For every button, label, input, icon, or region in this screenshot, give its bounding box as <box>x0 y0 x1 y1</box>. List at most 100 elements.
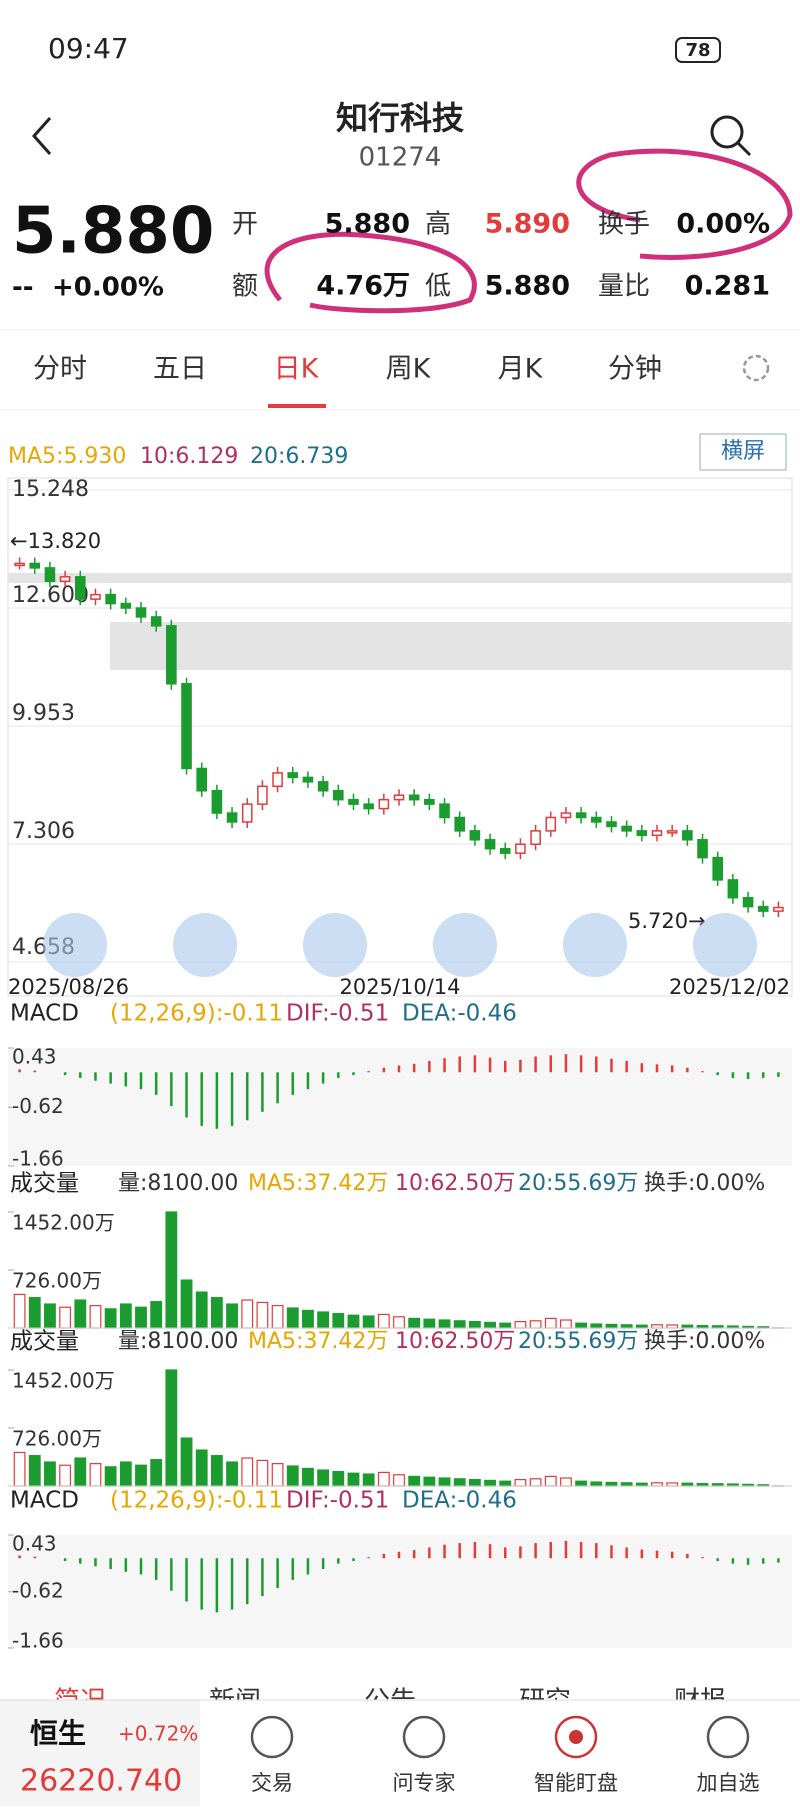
nav-button[interactable] <box>693 913 757 977</box>
volume-bar <box>500 1323 511 1328</box>
candle-body <box>410 795 419 799</box>
candle-body <box>622 826 631 830</box>
candle-body <box>45 568 54 581</box>
stock-code: 01274 <box>359 143 442 173</box>
tab[interactable]: 五日 <box>153 354 207 385</box>
candle-body <box>698 840 707 858</box>
volume-bar <box>454 1321 465 1328</box>
nav-button[interactable] <box>43 913 107 977</box>
y-tick-label: 7.306 <box>12 819 75 844</box>
volume-legend: 量:8100.00 <box>118 1329 238 1354</box>
volume-legend: 10:62.50万 <box>395 1329 515 1354</box>
tab[interactable]: 月K <box>498 354 544 385</box>
nav-button[interactable] <box>173 913 237 977</box>
volume-bar <box>75 1300 86 1328</box>
candle-body <box>30 563 39 567</box>
volume-bar <box>561 1320 572 1328</box>
volume-bar <box>485 1480 496 1486</box>
volume-bar <box>470 1480 481 1486</box>
volume-bar <box>348 1315 359 1328</box>
quote-value: 0.281 <box>685 271 770 302</box>
y-tick-label: 0.43 <box>12 1532 57 1556</box>
volume-bar <box>90 1464 101 1486</box>
quote-value: 5.880 <box>485 271 570 302</box>
quote-label: 低 <box>425 272 451 302</box>
landscape-label[interactable]: 横屏 <box>721 439 765 464</box>
y-tick-label: -0.62 <box>12 1094 64 1118</box>
candle-body <box>425 800 434 804</box>
volume-legend: 量:8100.00 <box>118 1171 238 1196</box>
quote-value: 4.76万 <box>316 271 410 302</box>
tab[interactable]: 周K <box>386 354 432 385</box>
volume-bar <box>136 1465 147 1486</box>
quote-label: 量比 <box>598 272 650 302</box>
candle-body <box>592 818 601 822</box>
nav-button[interactable] <box>563 913 627 977</box>
action-label[interactable]: 交易 <box>251 1771 293 1795</box>
volume-bar <box>439 1478 450 1486</box>
macd-title: MACD <box>10 1001 79 1027</box>
candle-body <box>152 617 161 626</box>
candle-body <box>455 818 464 831</box>
volume-bar <box>196 1292 207 1328</box>
date-label: 2025/10/14 <box>339 975 460 999</box>
macd-title: MACD <box>10 1488 79 1514</box>
volume-bar <box>227 1462 238 1486</box>
volume-bar <box>272 1306 283 1328</box>
y-tick-label: 726.00万 <box>12 1427 102 1451</box>
candle-body <box>15 563 24 565</box>
volume-bar <box>60 1307 71 1328</box>
volume-bar <box>439 1320 450 1328</box>
volume-title: 成交量 <box>10 1171 79 1197</box>
volume-bar <box>424 1319 435 1328</box>
volume-legend: 10:62.50万 <box>395 1171 515 1196</box>
candle-body <box>713 858 722 880</box>
volume-bar <box>409 1476 420 1486</box>
macd-params: (12,26,9):-0.11 <box>110 1001 283 1027</box>
tab[interactable]: 分钟 <box>608 354 662 385</box>
macd-dea: DEA:-0.46 <box>402 1001 517 1027</box>
candle-body <box>683 831 692 840</box>
quote-label: 开 <box>232 210 258 240</box>
volume-bar <box>515 1322 526 1328</box>
action-label[interactable]: 加自选 <box>697 1771 760 1795</box>
volume-legend: MA5:37.42万 <box>248 1171 388 1196</box>
candle-body <box>546 818 555 831</box>
candle-body <box>167 626 176 684</box>
nav-button[interactable] <box>433 913 497 977</box>
volume-bar <box>136 1307 147 1328</box>
tab[interactable]: 日K <box>274 354 320 385</box>
macd-dea: DEA:-0.46 <box>402 1488 517 1514</box>
volume-bar <box>606 1324 617 1328</box>
volume-bar <box>454 1479 465 1486</box>
candle-body <box>577 813 586 817</box>
candle-body <box>349 800 358 804</box>
nav-button[interactable] <box>303 913 367 977</box>
volume-bar <box>394 1475 405 1486</box>
macd-dif: DIF:-0.51 <box>286 1488 389 1514</box>
action-label[interactable]: 智能盯盘 <box>534 1771 618 1795</box>
volume-bar <box>576 1481 587 1486</box>
index-name: 恒生 <box>30 1717 86 1750</box>
volume-bar <box>363 1474 374 1486</box>
volume-bar <box>166 1212 177 1328</box>
candle-body <box>531 831 540 844</box>
action-label[interactable]: 问专家 <box>393 1771 456 1795</box>
tab[interactable]: 分时 <box>33 354 87 385</box>
date-label: 2025/12/02 <box>669 975 790 999</box>
volume-bar <box>121 1462 132 1486</box>
annotation: 5.720→ <box>628 909 706 933</box>
status-time: 09:47 <box>48 32 129 65</box>
y-tick-label: 15.248 <box>12 477 89 502</box>
candle-body <box>258 786 267 804</box>
quote-label: 高 <box>425 210 451 240</box>
macd-params: (12,26,9):-0.11 <box>110 1488 283 1514</box>
volume-bar <box>424 1477 435 1486</box>
y-tick-label: 726.00万 <box>12 1269 102 1293</box>
candle-body <box>470 831 479 840</box>
volume-bar <box>500 1481 511 1486</box>
candle-body <box>637 831 646 835</box>
volume-bar <box>485 1322 496 1328</box>
volume-bar <box>242 1300 253 1328</box>
y-tick-label: -0.62 <box>12 1578 64 1602</box>
